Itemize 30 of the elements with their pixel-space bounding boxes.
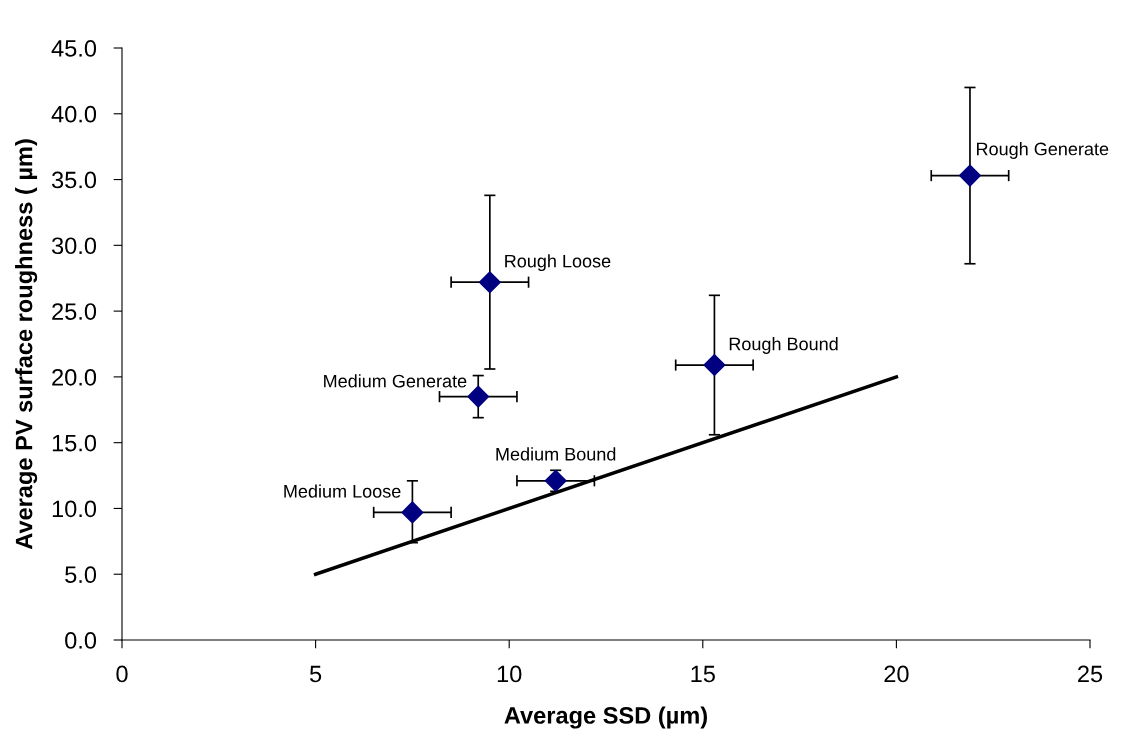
annotation: Rough Generate — [977, 142, 1109, 159]
point — [467, 385, 490, 408]
x-tick-label: 15 — [691, 665, 715, 683]
x-tick-label: 20 — [884, 665, 909, 683]
x-axis-title: Average SSD (µm) — [504, 706, 707, 729]
annotation: Medium Loose — [284, 484, 401, 498]
annotation: Medium Generate — [324, 374, 467, 388]
y-tick-label: 5.0 — [65, 566, 97, 584]
annotation: Medium Bound — [496, 447, 616, 461]
y-tick-label: 40.0 — [51, 105, 97, 123]
x-tick-label: 25 — [1078, 665, 1103, 683]
x-tick-label: 5 — [309, 665, 322, 683]
point — [401, 501, 424, 524]
annotation: Rough Bound — [729, 337, 838, 354]
y-tick-label: 45.0 — [51, 40, 97, 57]
point — [544, 469, 567, 492]
y-tick-label: 35.0 — [51, 171, 97, 189]
y-tick-label: 25.0 — [52, 303, 97, 320]
x-tick-label: 0 — [116, 665, 128, 683]
point — [958, 164, 981, 187]
y-tick-label: 10.0 — [52, 500, 97, 518]
y-axis-title: Average PV surface roughness ( µm) — [15, 139, 38, 550]
x-tick-label: 10 — [497, 665, 522, 683]
annotation: Rough Loose — [505, 254, 611, 272]
y-tick-label: 30.0 — [51, 237, 97, 255]
point — [703, 354, 726, 377]
y-tick-label: 0.0 — [65, 632, 97, 649]
y-tick-label: 15.0 — [52, 434, 97, 452]
point — [478, 271, 501, 294]
y-tick-label: 20.0 — [52, 368, 97, 386]
